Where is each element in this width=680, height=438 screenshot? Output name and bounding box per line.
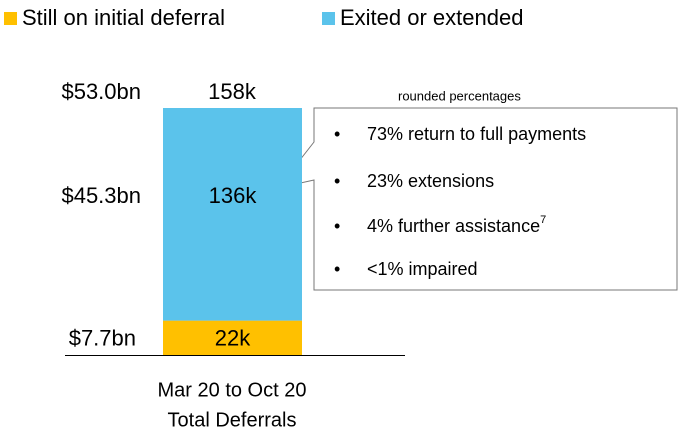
bullet: • <box>334 216 340 236</box>
x-sublabel: Total Deferrals <box>168 409 297 431</box>
callout-item-text: 23% extensions <box>367 171 494 191</box>
value-label: 22k <box>215 326 251 351</box>
callout-note: rounded percentages <box>398 88 521 103</box>
callout-item-text: 73% return to full payments <box>367 124 586 144</box>
superscript: 7 <box>540 214 546 226</box>
value-label: 136k <box>209 183 258 208</box>
callout-box <box>276 107 678 291</box>
bullet: • <box>334 259 340 279</box>
callout-item: 73% return to full payments <box>367 124 586 144</box>
total-amount-label: $53.0bn <box>61 79 141 104</box>
legend-swatch <box>322 12 335 25</box>
amount-label: $7.7bn <box>69 326 136 351</box>
bullet: • <box>334 171 340 191</box>
legend-swatch <box>4 12 17 25</box>
bar-segment <box>163 108 302 321</box>
callout-item-text: 4% further assistance <box>367 216 540 236</box>
callout-item: <1% impaired <box>367 259 478 279</box>
total-label: 158k <box>208 79 257 104</box>
callout-item: 4% further assistance7 <box>367 214 546 236</box>
callout-item: 23% extensions <box>367 171 494 191</box>
x-tick-label: Mar 20 to Oct 20 <box>158 379 307 401</box>
legend-label: Still on initial deferral <box>22 5 225 30</box>
bullet: • <box>334 124 340 144</box>
callout-item-text: <1% impaired <box>367 259 478 279</box>
bar-segment <box>163 320 302 355</box>
legend-label: Exited or extended <box>340 5 523 30</box>
amount-label: $45.3bn <box>61 183 141 208</box>
